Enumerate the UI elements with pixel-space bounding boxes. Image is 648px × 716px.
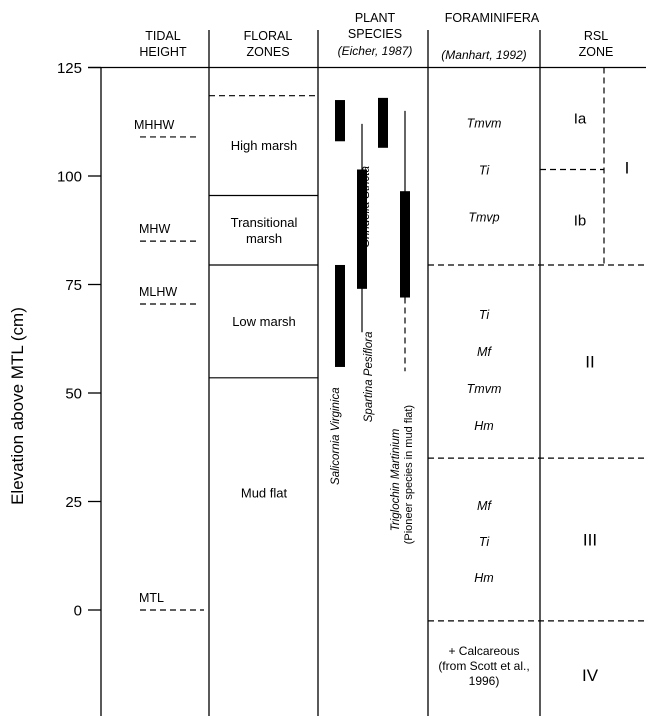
foram-taxon-0-2: Tmvp: [468, 211, 499, 225]
header-plant-species-1: PLANT: [355, 11, 396, 25]
header-foraminifera-source: (Manhart, 1992): [441, 48, 526, 62]
rsl-zone-iv: IV: [582, 666, 599, 685]
foram-note-line-0: + Calcareous: [448, 644, 519, 658]
frame: [88, 30, 646, 716]
y-axis-label: Elevation above MTL (cm): [8, 307, 27, 505]
foram-taxon-2-0: Mf: [477, 499, 492, 513]
plant-species: Salicornia Virginica Spartina Pesiflora Gr…: [330, 97, 415, 544]
plant-species-name: Spartina Pesiflora: [363, 331, 375, 422]
tidal-levels: MHHW MHW MLHW MTL: [134, 118, 204, 611]
plant-species-1: Salicornia Virginica: [330, 100, 345, 485]
foram-note-line-2: 1996): [469, 674, 500, 688]
floral-zone-label-2-0: Low marsh: [232, 314, 296, 329]
header-plant-species-2: SPECIES: [348, 27, 402, 41]
plant-species-name: Triglochin Martinium: [390, 428, 402, 531]
tidal-label-mlhw: MLHW: [139, 285, 177, 299]
y-axis-ticks: 125 100 75 50 25 0: [57, 60, 101, 620]
plant-species-4: Triglochin Martinium (Pioneer species in …: [390, 110, 415, 544]
y-tick-label-75: 75: [65, 277, 82, 294]
y-tick-label-25: 25: [65, 494, 82, 511]
floral-zone-label-0-0: High marsh: [231, 138, 297, 153]
plant-species-note: (Pioneer species in mud flat): [403, 405, 415, 544]
header-foraminifera: FORAMINIFERA: [445, 11, 540, 25]
floral-zone-label-3-0: Mud flat: [241, 485, 288, 500]
header-tidal-height-1: TIDAL: [145, 29, 180, 43]
plant-abundance-bar-1: [400, 191, 410, 298]
header-rsl-zone-1: RSL: [584, 29, 608, 43]
foraminifera-zones: Tmvm Ti Tmvp Ti Mf Tmvm Hm Mf Ti Hm + Calcareous(f…: [428, 117, 646, 688]
rsl-zone-iii: III: [583, 530, 597, 549]
foram-taxon-1-1: Mf: [477, 345, 492, 359]
foram-taxon-2-2: Hm: [474, 571, 493, 585]
plant-species-name: Grindelia Stricta: [360, 166, 372, 248]
foram-taxon-1-3: Hm: [474, 419, 493, 433]
y-tick-label-100: 100: [57, 169, 82, 186]
header-plant-species-source: (Eicher, 1987): [338, 44, 413, 58]
plant-species-3: Grindelia Stricta: [360, 97, 388, 248]
foram-taxon-0-0: Tmvm: [467, 117, 502, 131]
y-tick-label-50: 50: [65, 386, 82, 403]
rsl-zone-i: I: [625, 158, 630, 177]
foram-note-line-1: (from Scott et al.,: [438, 659, 529, 673]
plant-abundance-bar-2: [335, 264, 345, 367]
header-floral-zones-1: FLORAL: [244, 29, 293, 43]
plant-species-2: Spartina Pesiflora: [357, 123, 375, 422]
foram-taxon-0-1: Ti: [479, 164, 491, 178]
header-tidal-height-2: HEIGHT: [139, 45, 187, 59]
rsl-zone-ii: II: [585, 353, 594, 372]
floral-zone-label-1-0: Transitional: [231, 215, 298, 230]
rsl-subzone-a: Ia: [574, 110, 587, 127]
tidal-label-mhhw: MHHW: [134, 118, 174, 132]
foram-taxon-1-2: Tmvm: [467, 382, 502, 396]
foram-taxon-1-0: Ti: [479, 308, 491, 322]
floral-zone-label-1-1: marsh: [246, 231, 282, 246]
plant-species-name: Salicornia Virginica: [330, 387, 342, 485]
rsl-subzone-b: Ib: [574, 212, 587, 229]
column-headers: TIDAL HEIGHT FLORAL ZONES PLANT SPECIES …: [139, 11, 613, 62]
foram-taxon-2-1: Ti: [479, 535, 491, 549]
header-floral-zones-2: ZONES: [246, 45, 289, 59]
header-rsl-zone-2: ZONE: [579, 45, 614, 59]
tidal-label-mtl: MTL: [139, 591, 164, 605]
tidal-label-mhw: MHW: [139, 222, 170, 236]
y-tick-label-0: 0: [74, 603, 82, 620]
plant-abundance-bar-1: [357, 169, 367, 289]
y-tick-label-125: 125: [57, 60, 82, 77]
plant-abundance-bar-1: [335, 100, 345, 142]
plant-abundance-bar-1: [378, 97, 388, 148]
